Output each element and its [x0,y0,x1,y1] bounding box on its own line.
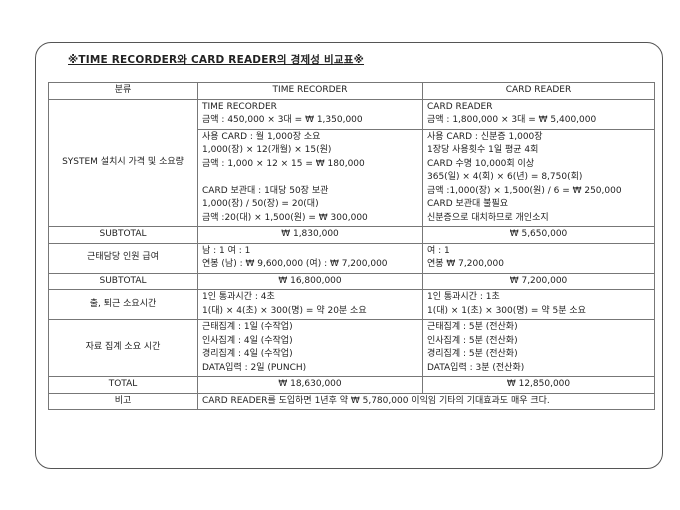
value-cell: ₩ 16,800,000 [197,272,423,290]
total-row: TOTAL ₩ 18,630,000 ₩ 12,850,000 [48,376,655,394]
cell-line: CARD 보관대 불필요 [427,199,509,209]
cell-line: 인사집계 : 4일 (수작업) [202,335,293,346]
cell-line: 1(대) × 1(초) × 300(명) = 약 5분 소요 [427,305,586,316]
cell-line: 남 : 1 여 : 1 [202,245,251,256]
cell-lines: CARD READER 금액 : 1,800,000 × 3대 = ₩ 5,400… [422,98,655,130]
value-cell: ₩ 1,830,000 [197,226,423,244]
cell-lines: 1인 통과시간 : 1초 1(대) × 1(초) × 300(명) = 약 5분 … [422,289,655,320]
cell-lines: 1인 통과시간 : 4초 1(대) × 4(초) × 300(명) = 약 20분… [197,289,423,320]
table-row: SYSTEM 설치시 가격 및 소요량 TIME RECORDER 금액 : 45… [48,98,655,227]
subtotal-row: SUBTOTAL ₩ 1,830,000 ₩ 5,650,000 [48,226,655,244]
value-cell: ₩ 7,200,000 [422,272,655,290]
row-label: SUBTOTAL [48,272,198,290]
cell-line: 1인 통과시간 : 1초 [427,292,500,302]
cell-lines: TIME RECORDER 금액 : 450,000 × 3대 = ₩ 1,350… [197,98,423,130]
comparison-table: 분류 TIME RECORDER CARD READER SYSTEM 설치시 … [48,82,655,410]
cell-line: 1장당 사용횟수 1일 평균 4회 [427,145,539,155]
cell-line: CARD READER [427,101,493,112]
cell-line: DATA입력 : 3분 (전산화) [427,362,525,373]
table-row: 자료 집계 소요 시간 근태집계 : 1일 (수작업) 인사집계 : 4일 (수작… [48,319,655,377]
value-cell: ₩ 12,850,000 [422,376,655,394]
row-label: 출, 퇴근 소요시간 [48,289,198,320]
cell-line: 금액 :1,000(장) × 1,500(원) / 6 = ₩ 250,000 [427,185,622,196]
table-row: 출, 퇴근 소요시간 1인 통과시간 : 4초 1(대) × 4(초) × 300… [48,289,655,320]
cell-line: 1인 통과시간 : 4초 [202,292,275,302]
cell-line: 연봉 (남) : ₩ 9,600,000 (여) : ₩ 7,200,000 [202,259,388,269]
row-label: 비고 [48,392,198,410]
table-row: 근태담당 인원 급여 남 : 1 여 : 1 연봉 (남) : ₩ 9,600,0… [48,242,655,274]
subtotal-row: SUBTOTAL ₩ 16,800,000 ₩ 7,200,000 [48,272,655,290]
cell-line: 경리집계 : 5분 (전산화) [427,349,518,359]
row-label: TOTAL [48,376,198,394]
cell-lines: 근태집계 : 5분 (전산화) 인사집계 : 5분 (전산화) 경리집계 : 5분 … [422,319,655,377]
table-row: 사용 CARD : 월 1,000장 소요 1,000(장) × 12(개월) ×… [49,128,655,227]
cell-line: 금액 : 1,000 × 12 × 15 = ₩ 180,000 [202,158,365,169]
row-label: 자료 집계 소요 시간 [48,319,198,377]
header-card-reader: CARD READER [422,82,655,100]
table-header-row: 분류 TIME RECORDER CARD READER [48,82,655,100]
header-time-recorder: TIME RECORDER [197,82,423,100]
cell-line: 금액 :20(대) × 1,500(원) = ₩ 300,000 [202,212,368,223]
cell-line: 연봉 ₩ 7,200,000 [427,259,504,269]
cell-lines: 사용 CARD : 월 1,000장 소요 1,000(장) × 12(개월) ×… [197,128,423,227]
cell-lines: 남 : 1 여 : 1 연봉 (남) : ₩ 9,600,000 (여) : ₩ … [197,242,423,274]
cell-line: 경리집계 : 4일 (수작업) [202,349,293,359]
row-label: SUBTOTAL [48,226,198,244]
cell-line: 1,000(장) / 50(장) = 20(대) [202,199,319,209]
note-text: CARD READER를 도입하면 1년후 약 ₩ 5,780,000 이익임 … [197,392,655,410]
value-cell: ₩ 5,650,000 [422,226,655,244]
header-category: 분류 [48,82,198,100]
cell-line: 사용 CARD : 월 1,000장 소요 [202,131,321,142]
cell-line: 금액 : 450,000 × 3대 = ₩ 1,350,000 [202,115,363,125]
cell-line: CARD 수명 10,000회 이상 [427,158,535,169]
cell-line: 1,000(장) × 12(개월) × 15(원) [202,145,332,155]
cell-line: 금액 : 1,800,000 × 3대 = ₩ 5,400,000 [427,115,597,125]
cell-line: 365(일) × 4(회) × 6(년) = 8,750(회) [427,172,583,182]
cell-line: 인사집계 : 5분 (전산화) [427,335,518,346]
document-frame [35,42,663,469]
cell-lines: 사용 CARD : 신분증 1,000장 1장당 사용횟수 1일 평균 4회 CAR… [422,128,655,227]
cell-lines: 근태집계 : 1일 (수작업) 인사집계 : 4일 (수작업) 경리집계 : 4일 … [197,319,423,377]
document-title: ※TIME RECORDER와 CARD READER의 경제성 비교표※ [68,54,365,66]
cell-line: DATA입력 : 2일 (PUNCH) [202,362,307,373]
value-cell: ₩ 18,630,000 [197,376,423,394]
cell-line [202,171,418,185]
cell-line: 사용 CARD : 신분증 1,000장 [427,131,543,142]
cell-line: 여 : 1 [427,245,450,256]
cell-line: TIME RECORDER [202,101,277,112]
cell-line: CARD 보관대 : 1대당 50장 보관 [202,185,329,196]
row-label: SYSTEM 설치시 가격 및 소요량 [48,98,198,227]
cell-line: 근태집계 : 5분 (전산화) [427,322,518,332]
cell-line: 신분증으로 대치하므로 개인소지 [427,212,549,223]
cell-line: 근태집계 : 1일 (수작업) [202,322,293,332]
row-label: 근태담당 인원 급여 [48,242,198,274]
cell-line: 1(대) × 4(초) × 300(명) = 약 20분 소요 [202,305,367,316]
note-row: 비고 CARD READER를 도입하면 1년후 약 ₩ 5,780,000 이… [48,392,655,410]
cell-lines: 여 : 1 연봉 ₩ 7,200,000 [422,242,655,274]
